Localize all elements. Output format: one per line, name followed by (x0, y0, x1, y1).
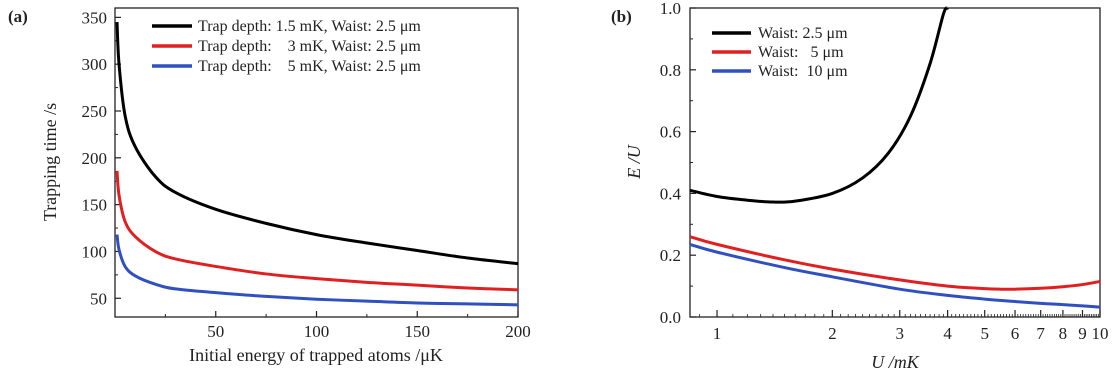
panel-a-y-tick-label: 50 (90, 289, 107, 308)
panel-b-x-tick-label: 9 (1078, 324, 1087, 343)
panel-b-x-tick-label: 6 (1011, 324, 1020, 343)
panel-b-x-tick-label: 5 (980, 324, 989, 343)
panel-b-y-tick-label: 0.6 (660, 123, 681, 142)
panel-b-series-line-2 (689, 235, 1101, 291)
panel-b-x-tick-label: 2 (828, 324, 837, 343)
panel-a-y-tick-label: 200 (82, 149, 108, 168)
panel-a-y-tick-label: 100 (82, 242, 108, 261)
panel-b-x-tick-label: 10 (1092, 324, 1109, 343)
panel-b-frame (689, 7, 1101, 318)
panel-a-x-tick-label: 100 (304, 322, 330, 341)
panel-b-y-axis-label: E /U (624, 144, 644, 179)
panel-b-x-ticks: 1 2 3 4 5 6 7 8 9 10 (699, 310, 1109, 343)
panel-a-legend: Trap depth: 1.5 mK, Waist: 2.5 μm Trap de… (152, 18, 421, 75)
panel-a-label: (a) (8, 7, 28, 26)
panel-b: (b) 1 2 3 4 5 6 7 8 9 10 0.0 0.2 0.4 0.6 0.8 1.0 Waist… (611, 0, 1109, 372)
panel-a-y-axis-label: Trapping time /s (40, 103, 60, 221)
panel-b-label: (b) (611, 7, 632, 26)
panel-b-x-tick-label: 3 (896, 324, 905, 343)
panel-b-legend-label-3: Waist: 10 μm (758, 63, 848, 80)
panel-b-series (689, 6, 1101, 309)
panel-b-y-tick-label: 0.8 (660, 61, 681, 80)
panel-b-x-tick-label: 1 (713, 324, 722, 343)
panel-a-y-tick-label: 150 (82, 196, 108, 215)
panel-a-legend-label-1: Trap depth: 1.5 mK, Waist: 2.5 μm (198, 18, 421, 35)
panel-b-legend: Waist: 2.5 μm Waist: 5 μm Waist: 10 μm (712, 25, 848, 80)
panel-b-x-axis-label: U /mK (871, 352, 919, 372)
panel-b-series-line-1 (689, 6, 949, 204)
panel-b-legend-label-2: Waist: 5 μm (758, 44, 844, 61)
panel-a-x-tick-label: 200 (505, 322, 531, 341)
panel-a-x-axis-label: Initial energy of trapped atoms /μK (189, 345, 443, 365)
panel-a-series-line-1 (115, 21, 519, 266)
panel-b-x-tick-label: 4 (943, 324, 952, 343)
panel-a-series (115, 21, 519, 307)
panel-a-series-line-2 (115, 170, 519, 292)
panel-b-y-tick-label: 0.2 (660, 246, 681, 265)
panel-b-y-tick-label: 0.0 (660, 308, 681, 327)
panel-a-legend-label-2: Trap depth: 3 mK, Waist: 2.5 μm (198, 38, 421, 55)
panel-b-x-tick-label: 7 (1036, 324, 1045, 343)
panel-b-y-tick-label: 0.4 (660, 184, 682, 203)
panel-a: (a) 50 100 150 200 50 100 150 200 250 300 350 Tra… (8, 7, 531, 365)
panel-b-y-ticks: 0.0 0.2 0.4 0.6 0.8 1.0 (660, 0, 696, 327)
panel-a-x-tick-label: 50 (207, 322, 224, 341)
panel-b-x-tick-label: 8 (1059, 324, 1068, 343)
panel-b-y-tick-label: 1.0 (660, 0, 681, 18)
panel-a-x-tick-label: 150 (405, 322, 431, 341)
panel-b-legend-label-1: Waist: 2.5 μm (758, 25, 848, 42)
panel-a-legend-label-3: Trap depth: 5 mK, Waist: 2.5 μm (198, 58, 421, 75)
panel-a-y-tick-label: 300 (82, 55, 108, 74)
panel-a-x-ticks: 50 100 150 200 (164, 311, 531, 341)
panel-a-series-line-3 (115, 234, 519, 307)
panel-a-y-tick-label: 350 (82, 8, 108, 27)
panel-b-series-line-3 (689, 242, 1101, 309)
panel-a-y-tick-label: 250 (82, 102, 108, 121)
